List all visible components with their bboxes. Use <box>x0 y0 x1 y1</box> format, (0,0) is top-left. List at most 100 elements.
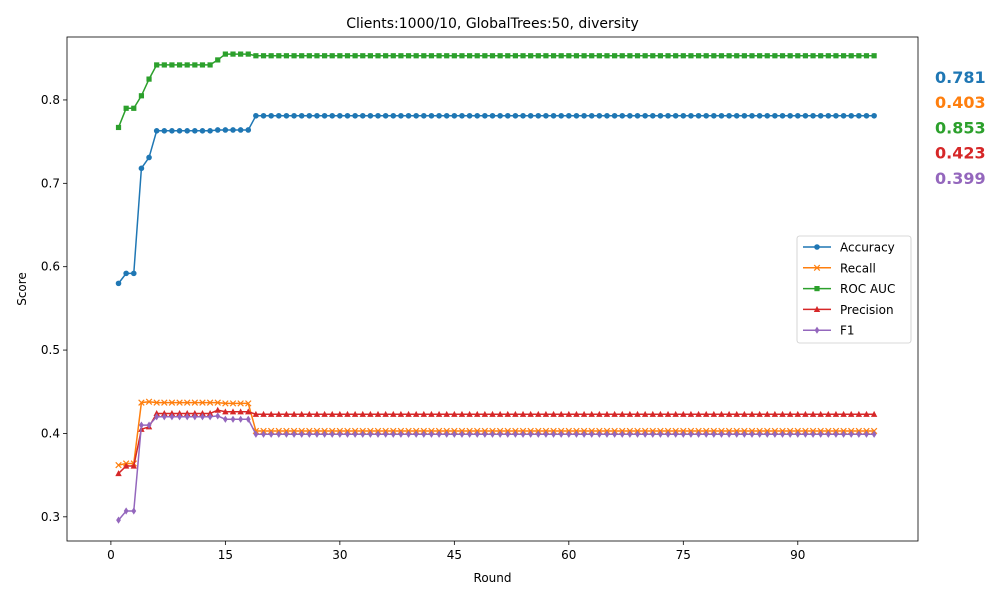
legend-marker <box>814 326 820 334</box>
data-point <box>238 415 244 423</box>
legend-marker <box>813 264 821 272</box>
data-point <box>344 410 351 417</box>
data-point <box>154 62 160 68</box>
data-point <box>558 430 564 438</box>
data-point <box>772 430 778 438</box>
data-point <box>649 410 656 417</box>
data-point <box>382 112 389 119</box>
series-line <box>118 401 875 466</box>
data-point <box>268 53 274 59</box>
data-point <box>680 53 686 59</box>
data-point <box>299 53 305 59</box>
legend-label: Recall <box>840 261 876 275</box>
data-point <box>435 410 443 417</box>
data-point <box>474 430 480 438</box>
data-point <box>161 413 167 421</box>
data-point <box>543 112 549 119</box>
data-point <box>283 112 290 119</box>
plot-area <box>67 37 918 541</box>
data-point <box>482 430 488 438</box>
data-point <box>688 53 694 59</box>
data-point <box>214 127 221 133</box>
data-point <box>687 410 695 417</box>
data-point <box>527 410 534 417</box>
data-point <box>115 470 122 477</box>
series-line <box>117 415 875 521</box>
data-point <box>482 112 488 119</box>
series-f1 <box>116 412 877 524</box>
data-point <box>116 516 121 524</box>
data-point <box>351 410 359 417</box>
data-point <box>756 112 763 119</box>
data-point <box>512 112 519 119</box>
data-point <box>398 430 404 438</box>
data-point <box>474 112 481 119</box>
data-point <box>352 53 358 59</box>
data-point <box>276 53 282 59</box>
data-point <box>184 127 191 134</box>
data-point <box>650 430 656 438</box>
data-point <box>856 53 862 59</box>
data-point <box>421 430 427 438</box>
data-point <box>665 430 671 438</box>
data-point <box>176 62 183 68</box>
data-point <box>528 53 534 59</box>
data-point <box>780 430 785 438</box>
y-tick-label: 0.8 <box>41 93 60 107</box>
data-point <box>565 410 573 417</box>
data-point <box>176 410 183 417</box>
data-point <box>138 93 145 99</box>
final-value-label: 0.853 <box>935 118 986 137</box>
data-point <box>596 410 603 417</box>
data-point <box>566 53 572 59</box>
data-point <box>146 421 152 429</box>
data-point <box>176 399 183 406</box>
data-point <box>833 430 839 438</box>
data-point <box>573 410 580 417</box>
legend-box <box>796 235 912 344</box>
data-point <box>596 53 602 59</box>
legend-label: ROC AUC <box>840 282 895 296</box>
data-point <box>520 112 526 119</box>
data-point <box>733 112 740 119</box>
data-point <box>588 410 595 417</box>
data-point <box>405 53 412 59</box>
data-point <box>451 112 458 119</box>
data-point <box>374 410 382 417</box>
data-point <box>604 112 610 119</box>
data-point <box>169 413 175 421</box>
x-tick-label: 15 <box>218 548 233 562</box>
data-point <box>848 112 855 119</box>
data-point <box>649 112 656 119</box>
legend-entry: Recall <box>803 261 876 275</box>
data-point <box>375 53 381 59</box>
data-point <box>206 399 214 406</box>
data-point <box>161 410 168 417</box>
data-point <box>520 430 526 438</box>
data-point <box>177 413 182 421</box>
series-layer <box>115 51 878 524</box>
data-point <box>184 62 190 68</box>
data-point <box>145 398 153 405</box>
data-point <box>161 127 168 134</box>
data-point <box>496 410 504 417</box>
data-point <box>855 410 863 417</box>
data-point <box>695 53 702 59</box>
data-point <box>467 430 473 438</box>
data-point <box>825 53 831 59</box>
data-point <box>871 53 877 59</box>
x-tick-label: 0 <box>107 548 115 562</box>
data-point <box>260 112 267 119</box>
data-point <box>650 53 656 59</box>
data-point <box>169 127 175 134</box>
data-point <box>688 430 694 438</box>
data-point <box>664 410 672 417</box>
data-point <box>268 430 274 438</box>
data-point <box>397 410 405 417</box>
data-point <box>245 51 251 57</box>
data-point <box>863 410 870 417</box>
data-point <box>482 53 488 59</box>
data-point <box>573 112 580 119</box>
data-point <box>817 112 824 119</box>
data-point <box>848 410 855 417</box>
